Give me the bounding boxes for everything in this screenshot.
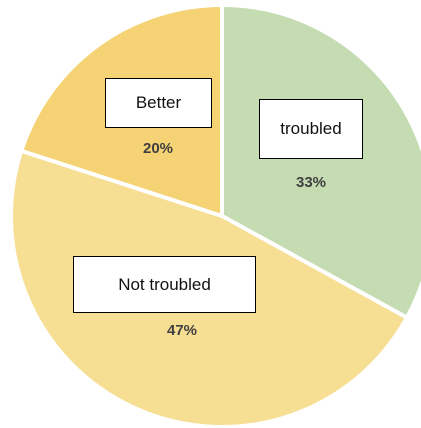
- slice-label-not-troubled-text: Not troubled: [118, 274, 211, 294]
- slice-label-not-troubled: Not troubled: [73, 256, 256, 313]
- slice-label-better: Better: [105, 78, 212, 128]
- slice-label-troubled: troubled: [259, 99, 363, 159]
- pie-slices: [9, 3, 421, 428]
- pie-slice-troubled: [220, 3, 421, 320]
- slice-value-not-troubled: 47%: [166, 322, 198, 339]
- slice-value-better: 20%: [142, 140, 174, 157]
- slice-value-troubled: 33%: [295, 174, 327, 191]
- slice-label-better-text: Better: [135, 93, 182, 112]
- slice-label-troubled-text: troubled: [280, 119, 342, 138]
